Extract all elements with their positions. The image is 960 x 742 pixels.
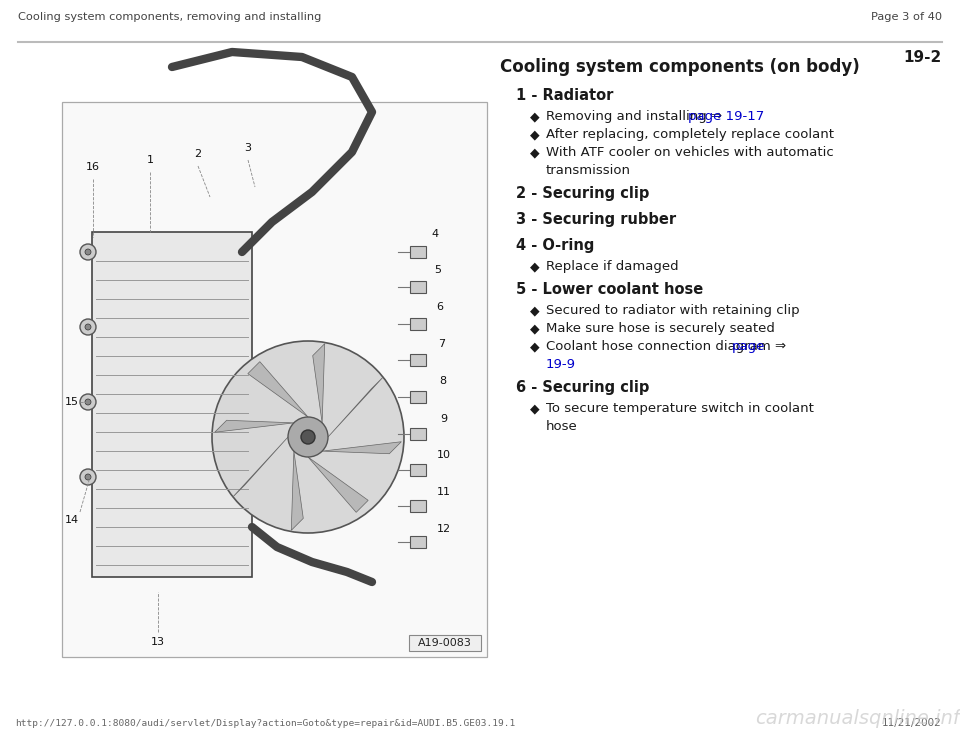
Text: With ATF cooler on vehicles with automatic: With ATF cooler on vehicles with automat… (546, 146, 833, 159)
Text: 14: 14 (65, 515, 79, 525)
Bar (62, 102, 487, 657)
Text: 5 - Lower coolant hose: 5 - Lower coolant hose (516, 282, 704, 297)
Text: http://127.0.0.1:8080/audi/servlet/Display?action=Goto&type=repair&id=AUDI.B5.GE: http://127.0.0.1:8080/audi/servlet/Displ… (15, 719, 516, 728)
Text: 19-9: 19-9 (546, 358, 576, 371)
Text: To secure temperature switch in coolant: To secure temperature switch in coolant (546, 402, 814, 415)
Bar (410, 391, 426, 403)
Circle shape (85, 324, 91, 330)
Bar (410, 536, 426, 548)
Bar (410, 428, 426, 440)
Polygon shape (308, 457, 369, 512)
Bar (410, 464, 426, 476)
Text: Make sure hose is securely seated: Make sure hose is securely seated (546, 322, 775, 335)
Text: Replace if damaged: Replace if damaged (546, 260, 679, 273)
Text: 12: 12 (437, 524, 451, 534)
Text: page 19-17: page 19-17 (688, 110, 764, 123)
Text: Cooling system components, removing and installing: Cooling system components, removing and … (18, 12, 322, 22)
Polygon shape (313, 344, 324, 423)
Bar (410, 500, 426, 512)
Text: carmanualsqnline.info: carmanualsqnline.info (755, 709, 960, 728)
Bar (409, 635, 481, 651)
Circle shape (212, 341, 404, 533)
Text: 13: 13 (151, 637, 165, 647)
Circle shape (85, 474, 91, 480)
Circle shape (85, 399, 91, 405)
Text: After replacing, completely replace coolant: After replacing, completely replace cool… (546, 128, 834, 141)
Text: 2 - Securing clip: 2 - Securing clip (516, 186, 649, 201)
Text: 1 - Radiator: 1 - Radiator (516, 88, 613, 103)
Text: ◆: ◆ (530, 260, 540, 273)
Text: 7: 7 (439, 339, 445, 349)
Bar (410, 281, 426, 293)
Text: 19-2: 19-2 (903, 50, 942, 65)
Polygon shape (232, 437, 288, 497)
Text: ◆: ◆ (530, 340, 540, 353)
Text: ◆: ◆ (530, 322, 540, 335)
Text: transmission: transmission (546, 164, 631, 177)
Text: 5: 5 (435, 265, 442, 275)
Bar (410, 318, 426, 330)
Text: page: page (732, 340, 765, 353)
Text: 11: 11 (437, 487, 451, 497)
Text: 2: 2 (195, 149, 202, 159)
Text: 11/21/2002: 11/21/2002 (882, 718, 942, 728)
Polygon shape (215, 420, 294, 433)
Polygon shape (291, 451, 303, 531)
Bar (410, 354, 426, 366)
Text: Cooling system components (on body): Cooling system components (on body) (500, 58, 860, 76)
Text: hose: hose (546, 420, 578, 433)
Text: Coolant hose connection diagram ⇒: Coolant hose connection diagram ⇒ (546, 340, 790, 353)
Text: 8: 8 (440, 376, 446, 386)
Text: 6 - Securing clip: 6 - Securing clip (516, 380, 649, 395)
Circle shape (80, 244, 96, 260)
Text: 16: 16 (86, 162, 100, 172)
Polygon shape (323, 441, 401, 453)
Text: Removing and installing ⇒: Removing and installing ⇒ (546, 110, 727, 123)
Text: ◆: ◆ (530, 128, 540, 141)
Circle shape (85, 249, 91, 255)
Text: ◆: ◆ (530, 146, 540, 159)
Circle shape (80, 394, 96, 410)
Text: 1: 1 (147, 155, 154, 165)
Circle shape (301, 430, 315, 444)
Text: 4: 4 (431, 229, 439, 239)
Bar (410, 246, 426, 258)
Text: A19-0083: A19-0083 (418, 638, 472, 648)
Text: 3: 3 (245, 143, 252, 153)
Text: 4 - O-ring: 4 - O-ring (516, 238, 594, 253)
Text: ◆: ◆ (530, 304, 540, 317)
Text: 10: 10 (437, 450, 451, 460)
Text: 6: 6 (437, 302, 444, 312)
Polygon shape (328, 377, 383, 437)
Circle shape (288, 417, 328, 457)
Text: ◆: ◆ (530, 110, 540, 123)
Text: Page 3 of 40: Page 3 of 40 (871, 12, 942, 22)
Bar (92, 232, 252, 577)
Circle shape (80, 319, 96, 335)
Circle shape (80, 469, 96, 485)
Polygon shape (248, 361, 308, 417)
Text: 15: 15 (65, 397, 79, 407)
Text: 9: 9 (441, 414, 447, 424)
Text: ◆: ◆ (530, 402, 540, 415)
Text: 3 - Securing rubber: 3 - Securing rubber (516, 212, 676, 227)
Text: Secured to radiator with retaining clip: Secured to radiator with retaining clip (546, 304, 800, 317)
